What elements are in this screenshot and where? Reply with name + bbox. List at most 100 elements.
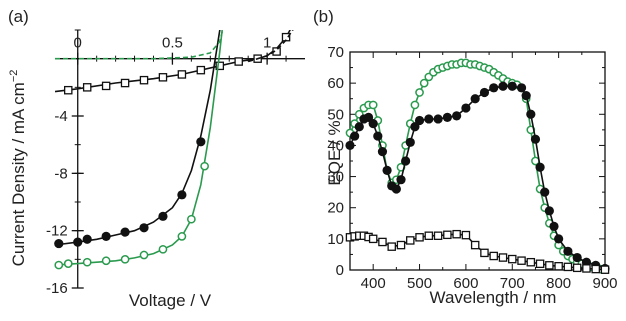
b-series-2-point (433, 231, 443, 240)
b-series-2-point (535, 259, 545, 269)
panel-a-label: (a) (8, 7, 29, 26)
a-series-2-point (158, 211, 168, 221)
a-series-3-point (120, 254, 130, 264)
a-y-tick-label: -4 (54, 108, 67, 125)
b-series-2-point (563, 262, 573, 272)
b-series-1-point (526, 109, 536, 119)
a-series-2-point (139, 223, 149, 233)
b-series-2-point (517, 256, 526, 265)
b-series-2-point (452, 229, 461, 239)
b-series-2-point (489, 251, 498, 261)
a-series-0-point (120, 78, 130, 88)
b-series-0-point (419, 78, 429, 88)
b-series-1-point (461, 103, 471, 113)
a-series-2-line (55, 30, 221, 246)
b-series-2-point (600, 265, 610, 274)
b-series-1-point (354, 122, 364, 132)
b-series-2-point (424, 231, 434, 240)
a-series-2-point (73, 237, 83, 247)
b-series-1-point (414, 115, 425, 126)
b-series-2-point (378, 237, 387, 247)
a-series-0-point (101, 81, 111, 91)
b-y-tick-label: 60 (327, 75, 344, 92)
a-series-3-point (200, 161, 209, 171)
b-series-1-line (350, 85, 605, 270)
b-y-tick-label: 50 (327, 106, 344, 123)
b-x-tick-label: 400 (361, 275, 386, 292)
a-series-3-point (101, 256, 111, 266)
a-series-1-line (247, 30, 294, 63)
a-x-tick-label: 0 (74, 35, 82, 52)
b-series-2-point (572, 263, 582, 273)
b-series-2-point (406, 236, 415, 245)
b-series-2-point (415, 233, 424, 242)
b-series-2-point (461, 230, 471, 240)
b-series-2-point (498, 253, 508, 262)
b-series-1-point (507, 81, 517, 91)
a-series-0-point (82, 83, 92, 92)
a-series-2-point (196, 137, 206, 147)
panel-b-axes (349, 51, 606, 271)
panel-b: (b) 400 500 600 700 800 900 0 10 20 30 40 50 60 70 Wa… (313, 7, 618, 307)
b-series-1-point (530, 134, 541, 144)
b-series-1-point (489, 83, 499, 93)
a-series-2-point (82, 234, 92, 244)
b-series-1-point (405, 137, 415, 147)
panel-a-series (54, 30, 294, 270)
panel-a-x-axis-label: Voltage / V (129, 291, 212, 310)
b-series-1-point (350, 131, 360, 141)
panel-b-label: (b) (313, 7, 334, 26)
a-series-2-point (54, 238, 64, 249)
b-series-1-point (535, 162, 545, 172)
a-series-0-point (158, 73, 168, 82)
b-series-1-point (401, 156, 411, 166)
a-series-0-point (234, 57, 243, 66)
b-series-1-point (442, 112, 452, 122)
a-y-tick-label: -8 (54, 165, 67, 182)
a-series-0-point (215, 61, 225, 71)
b-y-tick-label: 30 (327, 169, 344, 186)
b-series-1-point (521, 91, 531, 101)
b-x-tick-label: 800 (546, 275, 571, 292)
b-series-1-point (424, 114, 434, 124)
panel-b-series (345, 58, 610, 274)
b-series-1-point (396, 175, 406, 185)
a-series-3-point (177, 232, 187, 241)
b-series-1-point (373, 131, 383, 141)
b-series-1-point (549, 221, 559, 231)
b-y-tick-label: 0 (336, 262, 344, 279)
panel-a-axes (55, 29, 305, 289)
b-series-2-point (470, 240, 480, 250)
a-series-3-point (54, 260, 64, 270)
panel-b-y-axis-label: EQE / % (325, 120, 344, 185)
b-plot-frame (349, 51, 606, 271)
a-series-2-point (101, 231, 111, 241)
b-series-2-point (508, 254, 517, 264)
panel-b-tick-labels: 400 500 600 700 800 900 0 10 20 30 40 50 60 70 (327, 44, 617, 292)
a-y-tick-label: -16 (46, 280, 68, 297)
b-y-tick-label: 10 (327, 231, 344, 248)
b-x-tick-label: 600 (453, 275, 478, 292)
b-y-tick-label: 70 (327, 44, 344, 61)
b-series-1-point (382, 165, 392, 175)
a-x-tick-label: 0.5 (162, 35, 183, 52)
b-y-tick-label: 20 (327, 200, 344, 217)
b-series-2-point (443, 230, 452, 240)
b-series-2-point (368, 234, 378, 244)
b-series-0-point (410, 100, 420, 110)
b-series-1-point (554, 234, 564, 244)
a-series-0-point (177, 70, 187, 79)
a-series-3-point (187, 214, 196, 224)
panel-a-y-axis-label-exponent: −2 (8, 70, 20, 83)
b-series-2-point (582, 264, 591, 273)
b-series-2-point (387, 242, 396, 251)
b-series-2-point (526, 257, 536, 267)
b-x-tick-label: 900 (592, 275, 617, 292)
a-series-3-point (63, 259, 73, 268)
b-series-1-point (572, 252, 582, 263)
panel-b-x-axis-label: Wavelength / nm (430, 288, 557, 307)
a-y-tick-label: -12 (46, 223, 68, 240)
a-series-3-line (55, 30, 223, 266)
b-series-1-point (377, 147, 388, 157)
